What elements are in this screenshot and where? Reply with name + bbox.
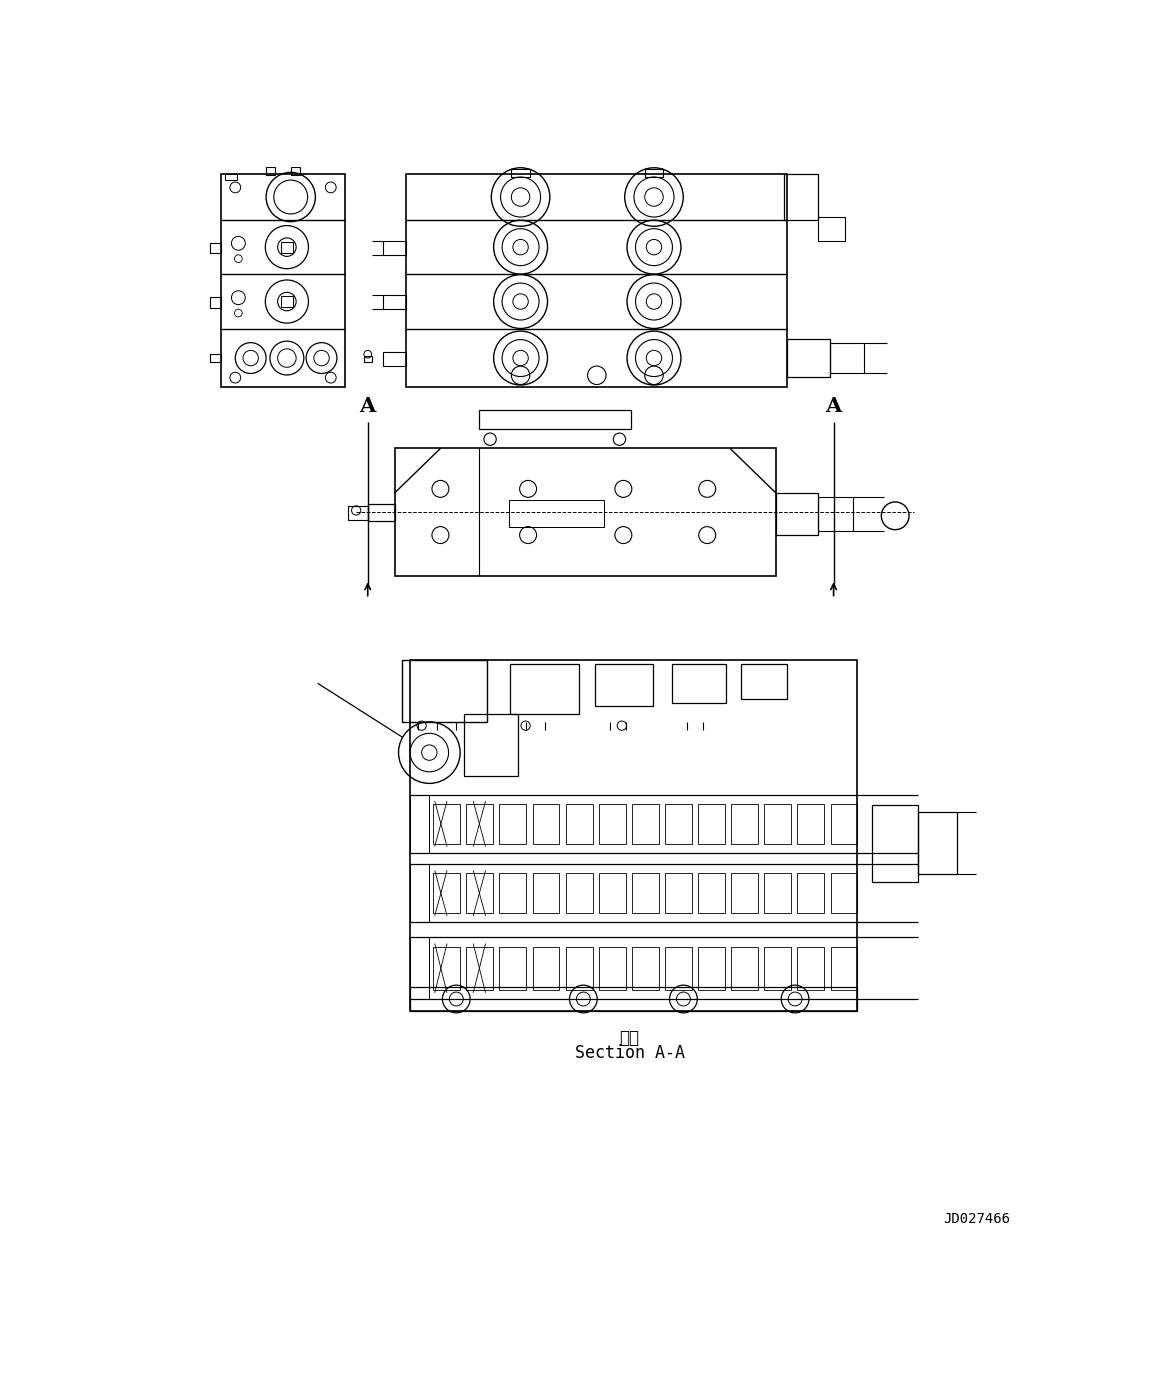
Bar bbox=[632, 947, 658, 990]
Bar bbox=[798, 804, 825, 844]
Bar bbox=[209, 243, 221, 254]
Bar bbox=[732, 804, 758, 844]
Bar bbox=[411, 988, 857, 1010]
Bar bbox=[732, 873, 758, 914]
Bar bbox=[672, 664, 726, 703]
Bar bbox=[741, 664, 787, 699]
Bar bbox=[819, 218, 846, 240]
Bar bbox=[764, 804, 791, 844]
Bar bbox=[402, 660, 487, 721]
Bar bbox=[291, 167, 300, 176]
Bar bbox=[349, 506, 368, 520]
Bar bbox=[368, 504, 394, 522]
Bar bbox=[478, 410, 632, 430]
Bar bbox=[209, 354, 221, 361]
Bar bbox=[511, 664, 579, 714]
Bar bbox=[464, 714, 518, 776]
Bar bbox=[830, 947, 857, 990]
Bar bbox=[872, 805, 919, 882]
Bar bbox=[830, 873, 857, 914]
Bar bbox=[732, 947, 758, 990]
Bar bbox=[512, 169, 530, 177]
Bar bbox=[466, 873, 493, 914]
Bar bbox=[764, 947, 791, 990]
Bar bbox=[698, 947, 725, 990]
Bar bbox=[411, 795, 429, 852]
Bar bbox=[632, 873, 658, 914]
Bar bbox=[829, 343, 864, 374]
Bar bbox=[787, 339, 829, 377]
Bar bbox=[280, 296, 293, 307]
Bar bbox=[565, 804, 593, 844]
Bar bbox=[364, 356, 372, 361]
Bar bbox=[830, 804, 857, 844]
Bar bbox=[209, 297, 221, 308]
Bar bbox=[466, 804, 493, 844]
Bar bbox=[665, 873, 692, 914]
Bar bbox=[533, 947, 559, 990]
Bar bbox=[565, 873, 593, 914]
Bar bbox=[599, 947, 626, 990]
Bar bbox=[411, 937, 429, 999]
Bar bbox=[499, 873, 527, 914]
Bar bbox=[698, 873, 725, 914]
Bar bbox=[383, 241, 406, 255]
Bar bbox=[466, 947, 493, 990]
Bar bbox=[644, 169, 663, 177]
Bar bbox=[499, 804, 527, 844]
Bar bbox=[665, 804, 692, 844]
Text: JD027466: JD027466 bbox=[943, 1212, 1011, 1226]
Bar bbox=[406, 173, 787, 386]
Bar bbox=[764, 873, 791, 914]
Bar bbox=[632, 804, 658, 844]
Bar bbox=[383, 296, 406, 310]
Bar bbox=[784, 173, 819, 220]
Text: 断面: 断面 bbox=[620, 1028, 640, 1046]
Bar bbox=[280, 241, 293, 252]
Bar bbox=[433, 804, 461, 844]
Bar bbox=[411, 865, 429, 922]
Bar bbox=[433, 873, 461, 914]
Bar bbox=[595, 664, 652, 706]
Bar bbox=[411, 660, 857, 1010]
Bar bbox=[819, 497, 852, 531]
Bar bbox=[599, 804, 626, 844]
Bar bbox=[221, 173, 344, 386]
Bar bbox=[433, 947, 461, 990]
Bar bbox=[533, 873, 559, 914]
Text: A: A bbox=[826, 396, 842, 416]
Bar bbox=[226, 173, 237, 180]
Bar bbox=[509, 501, 605, 527]
Bar bbox=[776, 492, 819, 536]
Bar bbox=[565, 947, 593, 990]
Bar bbox=[665, 947, 692, 990]
Bar bbox=[698, 804, 725, 844]
Bar bbox=[383, 352, 406, 365]
Bar bbox=[394, 448, 776, 576]
Bar bbox=[919, 812, 957, 873]
Bar bbox=[798, 947, 825, 990]
Text: Section A-A: Section A-A bbox=[575, 1043, 685, 1062]
Bar bbox=[599, 873, 626, 914]
Bar bbox=[266, 167, 276, 176]
Text: A: A bbox=[359, 396, 376, 416]
Bar bbox=[499, 947, 527, 990]
Bar bbox=[533, 804, 559, 844]
Bar bbox=[798, 873, 825, 914]
